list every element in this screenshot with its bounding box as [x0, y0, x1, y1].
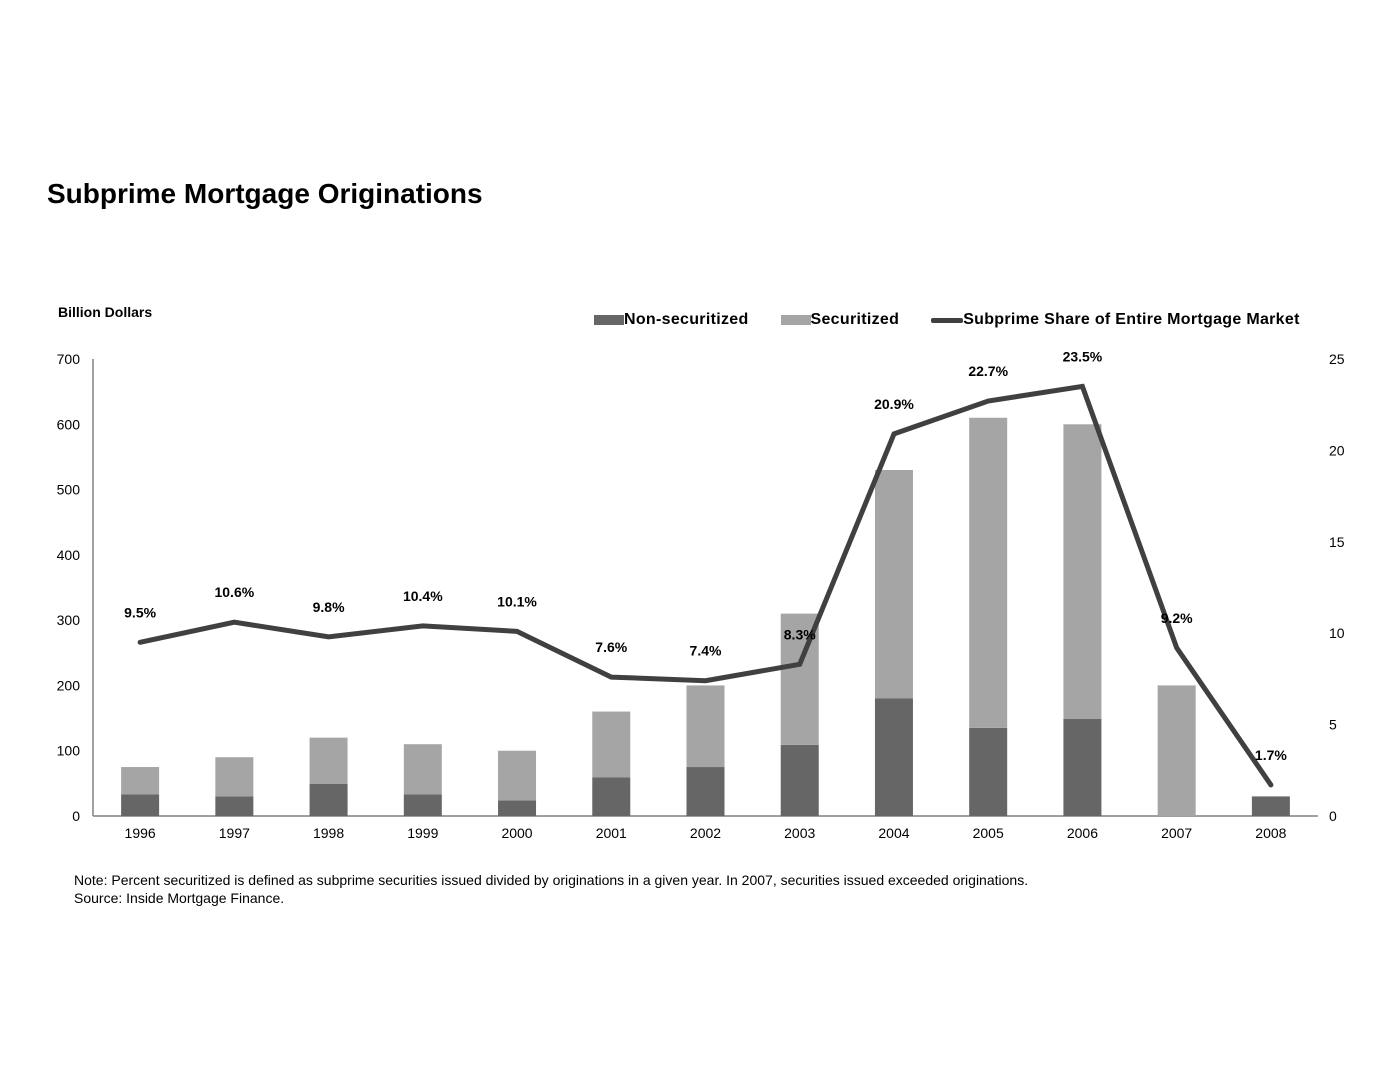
x-tick-label: 2007 — [1161, 825, 1192, 841]
legend-label-subprime-share: Subprime Share of Entire Mortgage Market — [963, 311, 1300, 328]
bar-securitized — [874, 469, 913, 699]
data-label-subprime-share: 10.6% — [214, 584, 254, 600]
data-label-subprime-share: 23.5% — [1063, 348, 1103, 364]
x-tick-label: 1999 — [407, 825, 438, 841]
bar-non-securitized — [1063, 718, 1102, 816]
bar-non-securitized — [309, 784, 348, 816]
legend: Non-securitized Securitized Subprime Sha… — [594, 311, 1300, 329]
x-tick-label: 1997 — [219, 825, 250, 841]
bar-non-securitized — [780, 744, 819, 816]
data-label-subprime-share: 9.5% — [124, 604, 156, 620]
legend-swatch-securitized — [780, 315, 811, 325]
y-tick-label-right: 25 — [1329, 351, 1345, 367]
note-text: Note: Percent securitized is defined as … — [74, 872, 1029, 888]
bar-non-securitized — [686, 767, 725, 816]
bar-securitized — [1157, 685, 1196, 816]
x-tick-label: 2001 — [596, 825, 627, 841]
bar-securitized — [121, 767, 160, 795]
y-tick-label-left: 300 — [57, 612, 81, 628]
data-label-subprime-share: 7.6% — [595, 639, 627, 655]
y-tick-label-right: 5 — [1329, 717, 1337, 733]
chart-note: Note: Percent securitized is defined as … — [74, 871, 1028, 907]
x-tick-label: 2005 — [973, 825, 1004, 841]
x-tick-label: 2003 — [784, 825, 815, 841]
x-tick-label: 1996 — [125, 825, 156, 841]
x-tick-label: 2008 — [1255, 825, 1286, 841]
left-axis-label: Billion Dollars — [58, 304, 153, 320]
bar-securitized — [969, 417, 1008, 728]
y-tick-label-left: 0 — [72, 808, 80, 824]
bar-non-securitized — [874, 698, 913, 816]
bar-securitized — [686, 685, 725, 768]
source-text: Source: Inside Mortgage Finance. — [74, 890, 285, 906]
bar-non-securitized — [121, 794, 160, 816]
legend-label-non-securitized: Non-securitized — [624, 311, 749, 328]
y-tick-label-right: 20 — [1329, 442, 1345, 458]
y-tick-label-right: 15 — [1329, 534, 1345, 550]
x-tick-label: 2006 — [1067, 825, 1098, 841]
bar-securitized — [309, 737, 348, 785]
legend-label-securitized: Securitized — [810, 311, 900, 328]
data-label-subprime-share: 1.7% — [1255, 747, 1287, 763]
data-label-subprime-share: 10.1% — [497, 593, 537, 609]
x-tick-label: 2004 — [878, 825, 909, 841]
bar-securitized — [215, 757, 254, 797]
y-tick-label-left: 600 — [57, 416, 81, 432]
data-label-subprime-share: 9.8% — [313, 599, 345, 615]
legend-swatch-non-securitized — [594, 315, 624, 325]
x-tick-label: 2002 — [690, 825, 721, 841]
legend-item-securitized: Securitized — [780, 311, 900, 329]
y-tick-label-right: 10 — [1329, 625, 1345, 641]
y-tick-label-left: 500 — [57, 482, 81, 498]
data-label-subprime-share: 7.4% — [690, 643, 722, 659]
bar-non-securitized — [403, 794, 442, 816]
bar-securitized — [403, 744, 442, 795]
y-tick-label-left: 100 — [57, 743, 81, 759]
bar-non-securitized — [215, 796, 254, 816]
chart-title: Subprime Mortgage Originations — [47, 178, 483, 209]
bar-non-securitized — [498, 800, 537, 816]
data-label-subprime-share: 9.2% — [1161, 610, 1193, 626]
bar-non-securitized — [1251, 796, 1290, 816]
y-tick-label-left: 700 — [57, 351, 81, 367]
legend-swatch-subprime-share — [931, 317, 964, 323]
data-label-subprime-share: 10.4% — [403, 588, 443, 604]
y-tick-label-right: 0 — [1329, 808, 1337, 824]
legend-item-subprime-share: Subprime Share of Entire Mortgage Market — [931, 311, 1300, 329]
line-subprime-share — [137, 383, 1274, 788]
data-label-subprime-share: 8.3% — [784, 626, 816, 642]
bar-securitized — [592, 711, 631, 778]
x-tick-label: 1998 — [313, 825, 344, 841]
data-label-subprime-share: 20.9% — [874, 396, 914, 412]
bar-non-securitized — [969, 727, 1008, 816]
y-tick-label-left: 400 — [57, 547, 81, 563]
bar-securitized — [1063, 424, 1102, 719]
bar-securitized — [498, 750, 537, 801]
data-label-subprime-share: 22.7% — [968, 363, 1008, 379]
legend-item-non-securitized: Non-securitized — [594, 311, 749, 329]
x-tick-label: 2000 — [501, 825, 532, 841]
y-tick-label-left: 200 — [57, 677, 81, 693]
bar-non-securitized — [592, 777, 631, 816]
